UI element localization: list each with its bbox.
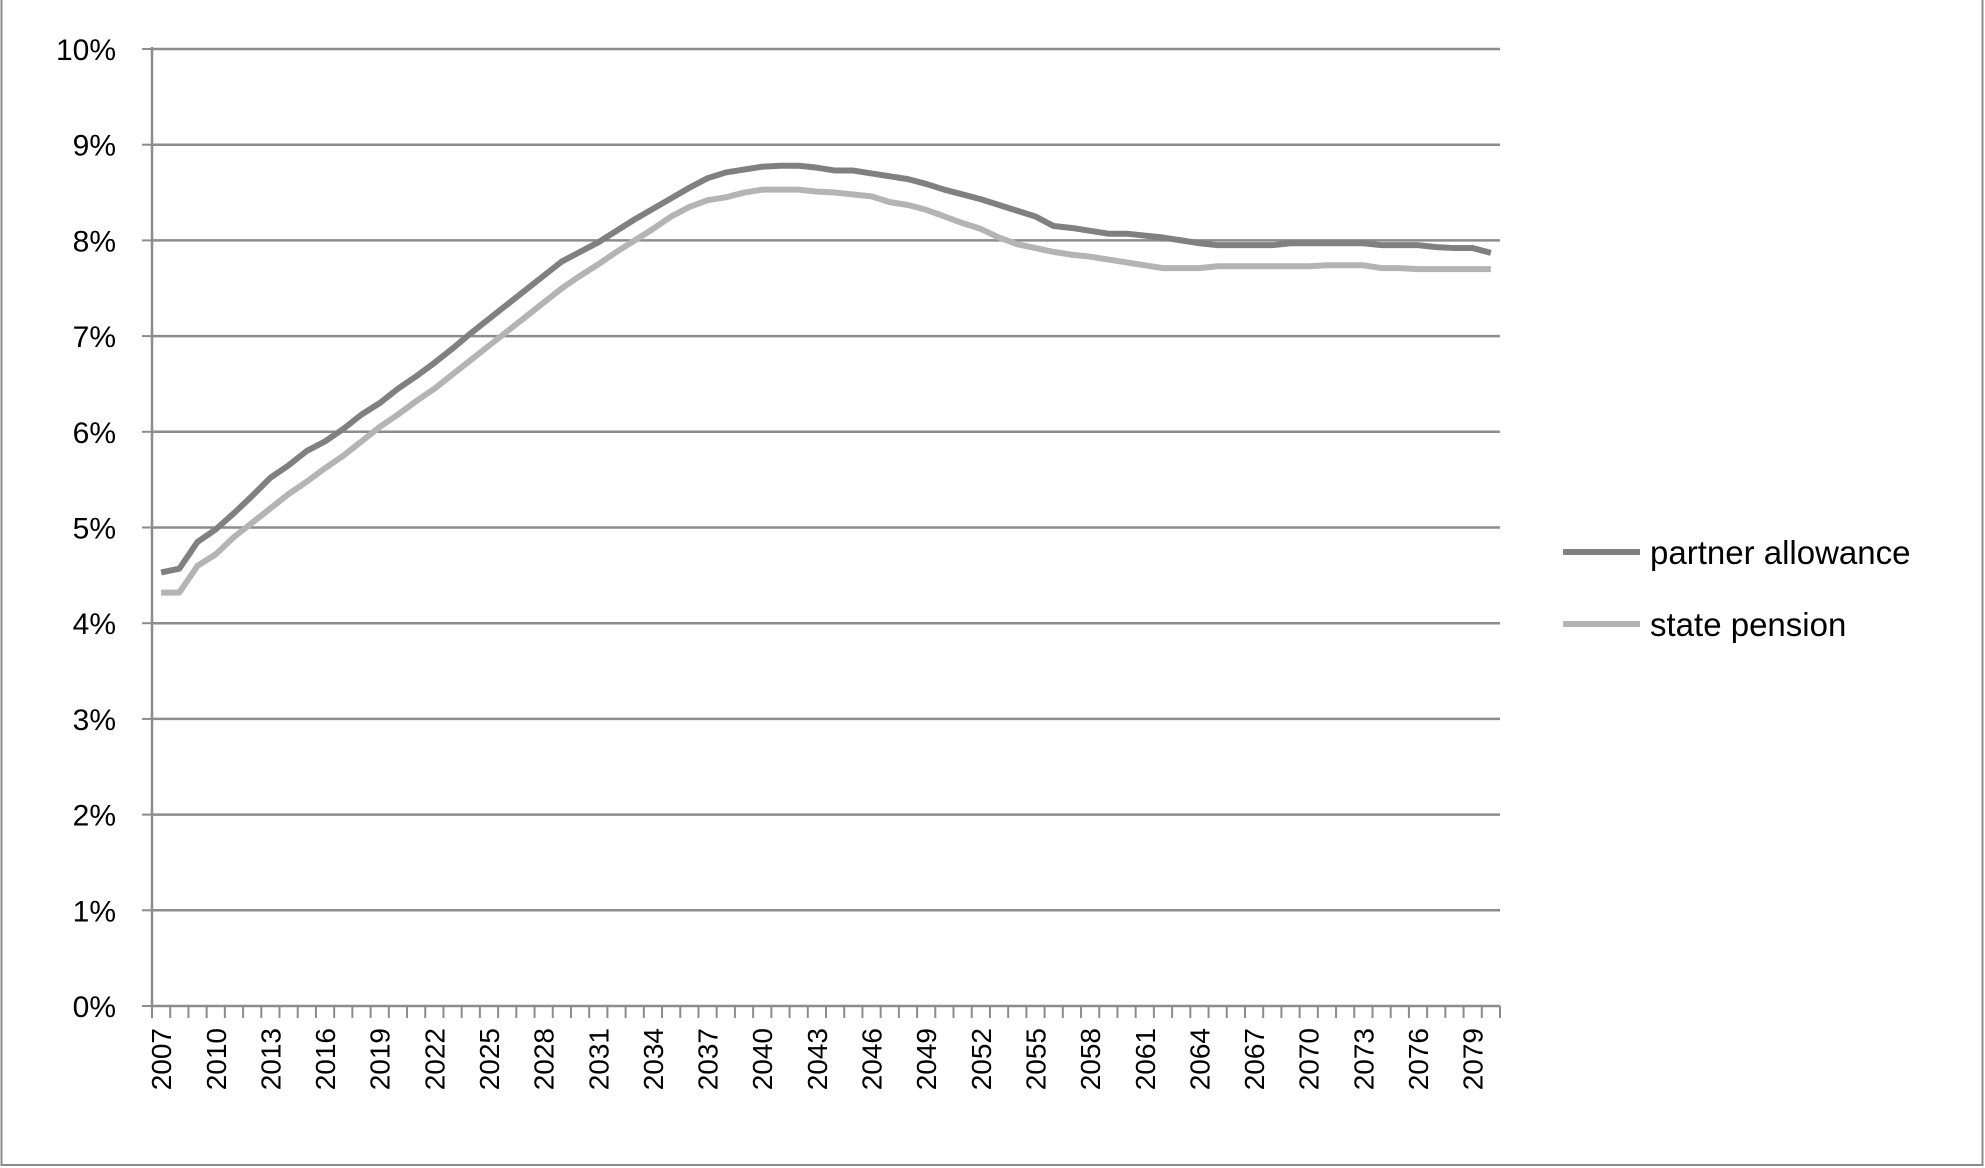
x-tick-label: 2040 <box>747 1028 778 1090</box>
x-tick-label: 2046 <box>857 1028 888 1090</box>
axes <box>142 47 1501 1018</box>
y-tick-label: 10% <box>56 34 116 67</box>
x-tick-label: 2076 <box>1403 1028 1434 1090</box>
x-tick-label: 2043 <box>802 1028 833 1090</box>
series-lines <box>160 162 1492 596</box>
x-tick-label: 2022 <box>419 1028 450 1090</box>
x-tick-label: 2061 <box>1130 1028 1161 1090</box>
legend-label-state-pension: state pension <box>1650 606 1846 643</box>
x-tick-label: 2028 <box>529 1028 560 1090</box>
x-tick-label: 2010 <box>201 1028 232 1090</box>
x-tick-label: 2019 <box>365 1028 396 1090</box>
y-tick-label: 1% <box>73 895 116 928</box>
x-tick-label: 2070 <box>1294 1028 1325 1090</box>
y-tick-label: 3% <box>73 704 116 737</box>
x-tick-label: 2067 <box>1239 1028 1270 1090</box>
y-tick-label: 0% <box>73 991 116 1024</box>
y-tick-label: 8% <box>73 225 116 258</box>
x-tick-label: 2013 <box>255 1028 286 1090</box>
x-tick-label: 2049 <box>911 1028 942 1090</box>
legend: partner allowance state pension <box>1563 534 1911 643</box>
x-tick-label: 2037 <box>693 1028 724 1090</box>
x-tick-label: 2064 <box>1184 1028 1215 1090</box>
x-tick-label: 2034 <box>638 1028 669 1090</box>
x-tick-label: 2007 <box>146 1028 177 1090</box>
x-tick-label: 2016 <box>310 1028 341 1090</box>
legend-label-partner-allowance: partner allowance <box>1650 534 1911 571</box>
x-tick-label: 2025 <box>474 1028 505 1090</box>
x-tick-label: 2031 <box>583 1028 614 1090</box>
y-tick-label: 9% <box>73 130 116 163</box>
x-tick-label: 2052 <box>966 1028 997 1090</box>
x-tick-label: 2079 <box>1458 1028 1489 1090</box>
x-tick-label: 2055 <box>1020 1028 1051 1090</box>
tick-labels: 0% 1% 2% 3% 4% 5% 6% 7% 8% 9% 10% 2007 2010 2013 2016 2… <box>56 34 1489 1090</box>
x-tick-label: 2058 <box>1075 1028 1106 1090</box>
y-tick-label: 2% <box>73 800 116 833</box>
y-tick-label: 6% <box>73 417 116 450</box>
series-line-state-pension <box>161 186 1491 596</box>
y-tick-label: 5% <box>73 513 116 546</box>
x-tick-label: 2073 <box>1348 1028 1379 1090</box>
series-line-partner-allowance <box>160 162 1492 576</box>
y-tick-label: 4% <box>73 608 116 641</box>
y-tick-label: 7% <box>73 321 116 354</box>
